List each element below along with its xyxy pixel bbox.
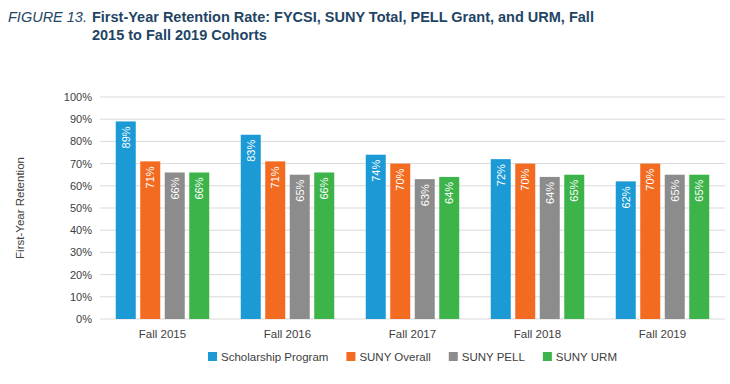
tick-label: 90% bbox=[70, 113, 92, 125]
data-label: 63% bbox=[419, 184, 431, 206]
data-label: 70% bbox=[644, 168, 656, 190]
bar bbox=[140, 161, 160, 319]
category-label: Fall 2016 bbox=[264, 328, 311, 340]
tick-label: 80% bbox=[70, 135, 92, 147]
data-label: 89% bbox=[120, 126, 132, 148]
data-label: 71% bbox=[269, 166, 281, 188]
data-label: 66% bbox=[318, 177, 330, 199]
bar bbox=[515, 164, 535, 319]
grid-line bbox=[100, 163, 725, 164]
data-label: 70% bbox=[519, 168, 531, 190]
data-label: 65% bbox=[669, 179, 681, 201]
data-label: 72% bbox=[495, 164, 507, 186]
grid-line bbox=[100, 97, 725, 98]
grid-line bbox=[100, 141, 725, 142]
data-label: 71% bbox=[144, 166, 156, 188]
bar bbox=[689, 175, 709, 319]
tick-label: 20% bbox=[70, 269, 92, 281]
bar bbox=[564, 175, 584, 319]
tick-label: 50% bbox=[70, 202, 92, 214]
data-label: 65% bbox=[568, 179, 580, 201]
bar bbox=[241, 135, 261, 319]
category-label: Fall 2015 bbox=[139, 328, 186, 340]
category-label: Fall 2019 bbox=[639, 328, 686, 340]
grid-line bbox=[100, 119, 725, 120]
bar bbox=[616, 181, 636, 319]
data-label: 66% bbox=[169, 177, 181, 199]
category-label: Fall 2017 bbox=[389, 328, 436, 340]
tick-label: 30% bbox=[70, 246, 92, 258]
bar bbox=[314, 172, 334, 319]
bar bbox=[290, 175, 310, 319]
legend-label: SUNY Overall bbox=[359, 351, 430, 363]
data-label: 64% bbox=[544, 182, 556, 204]
data-label: 62% bbox=[620, 186, 632, 208]
legend-swatch bbox=[543, 352, 552, 361]
bar bbox=[165, 172, 185, 319]
legend-swatch bbox=[449, 352, 458, 361]
data-label: 70% bbox=[394, 168, 406, 190]
data-label: 83% bbox=[245, 140, 257, 162]
category-label: Fall 2018 bbox=[514, 328, 561, 340]
legend-label: SUNY URM bbox=[556, 351, 617, 363]
tick-label: 0% bbox=[76, 313, 92, 325]
bar bbox=[116, 121, 136, 319]
chart: FIGURE 13. First-Year Retention Rate: FYC… bbox=[0, 0, 730, 384]
bar bbox=[640, 164, 660, 319]
tick-label: 100% bbox=[64, 91, 92, 103]
bar bbox=[439, 177, 459, 319]
bar bbox=[665, 175, 685, 319]
title: 2015 to Fall 2019 Cohorts bbox=[92, 27, 267, 43]
title: First-Year Retention Rate: FYCSI, SUNY T… bbox=[92, 9, 594, 25]
legend: Scholarship Program SUNY Overall SUNY PELL… bbox=[208, 351, 617, 363]
bars bbox=[116, 121, 710, 319]
bar bbox=[491, 159, 511, 319]
legend-swatch bbox=[208, 352, 217, 361]
data-label: 64% bbox=[443, 182, 455, 204]
data-label: 74% bbox=[370, 160, 382, 182]
title-figure: FIGURE 13. bbox=[8, 9, 87, 25]
bar bbox=[265, 161, 285, 319]
tick-label: 10% bbox=[70, 291, 92, 303]
data-label: 65% bbox=[693, 179, 705, 201]
legend-label: Scholarship Program bbox=[221, 351, 328, 363]
bar bbox=[366, 155, 386, 319]
bar bbox=[390, 164, 410, 319]
tick-label: 40% bbox=[70, 224, 92, 236]
tick-label: 60% bbox=[70, 180, 92, 192]
data-label: 65% bbox=[294, 179, 306, 201]
tick-label: 70% bbox=[70, 158, 92, 170]
axis-label: First-Year Retention bbox=[14, 157, 26, 259]
legend-swatch bbox=[346, 352, 355, 361]
data-label: 66% bbox=[193, 177, 205, 199]
bar bbox=[415, 179, 435, 319]
legend-label: SUNY PELL bbox=[462, 351, 526, 363]
data-labels: 89% 71% 66% 66% 83% 71% 65% 66% 74% 70% 63% 64% 72% 7… bbox=[120, 126, 706, 208]
bar bbox=[189, 172, 209, 319]
bar bbox=[540, 177, 560, 319]
